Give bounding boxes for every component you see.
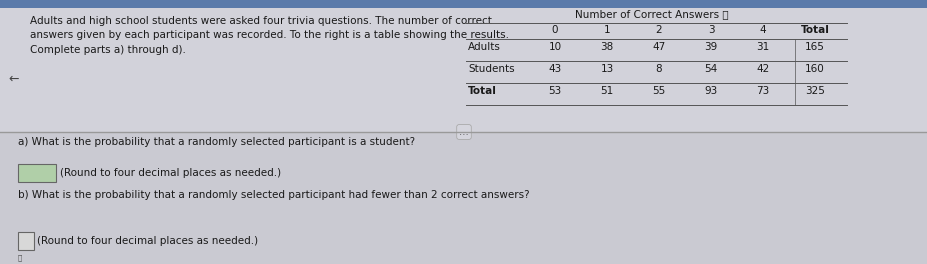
Text: 10: 10: [548, 42, 561, 52]
Text: 73: 73: [756, 86, 768, 96]
Bar: [0, 0, 927, 132]
Text: 55: 55: [652, 86, 665, 96]
Text: 31: 31: [756, 42, 768, 52]
Text: 1: 1: [603, 25, 610, 35]
Text: (Round to four decimal places as needed.): (Round to four decimal places as needed.…: [37, 236, 258, 246]
Text: 0: 0: [552, 25, 558, 35]
Text: 325: 325: [805, 86, 824, 96]
Text: ←: ←: [8, 73, 19, 86]
Text: 47: 47: [652, 42, 665, 52]
Bar: [18, 164, 56, 182]
Text: Total: Total: [467, 86, 496, 96]
Text: a) What is the probability that a randomly selected participant is a student?: a) What is the probability that a random…: [18, 137, 414, 147]
Text: 2: 2: [655, 25, 662, 35]
Text: Total: Total: [800, 25, 829, 35]
Text: 42: 42: [756, 64, 768, 74]
Text: 51: 51: [600, 86, 613, 96]
Text: b) What is the probability that a randomly selected participant had fewer than 2: b) What is the probability that a random…: [18, 190, 529, 200]
Bar: [18, 232, 34, 250]
Text: 54: 54: [704, 64, 717, 74]
Text: 53: 53: [548, 86, 561, 96]
Text: 4923: 4923: [24, 168, 50, 178]
Text: …: …: [459, 127, 468, 137]
Text: 3: 3: [707, 25, 714, 35]
Text: Students: Students: [467, 64, 514, 74]
Bar: [0, 0, 927, 8]
Bar: [0, 132, 927, 264]
Text: ⮤: ⮤: [18, 254, 22, 261]
Text: 160: 160: [805, 64, 824, 74]
Text: Adults and high school students were asked four trivia questions. The number of : Adults and high school students were ask…: [30, 16, 508, 55]
Text: 39: 39: [704, 42, 717, 52]
Text: 38: 38: [600, 42, 613, 52]
Text: (Round to four decimal places as needed.): (Round to four decimal places as needed.…: [60, 168, 281, 178]
Text: 8: 8: [655, 64, 662, 74]
Text: 4: 4: [759, 25, 766, 35]
Text: 13: 13: [600, 64, 613, 74]
Text: 165: 165: [805, 42, 824, 52]
Text: 43: 43: [548, 64, 561, 74]
Text: Adults: Adults: [467, 42, 501, 52]
Text: Number of Correct Answers ⓒ: Number of Correct Answers ⓒ: [575, 9, 728, 19]
Text: 93: 93: [704, 86, 717, 96]
